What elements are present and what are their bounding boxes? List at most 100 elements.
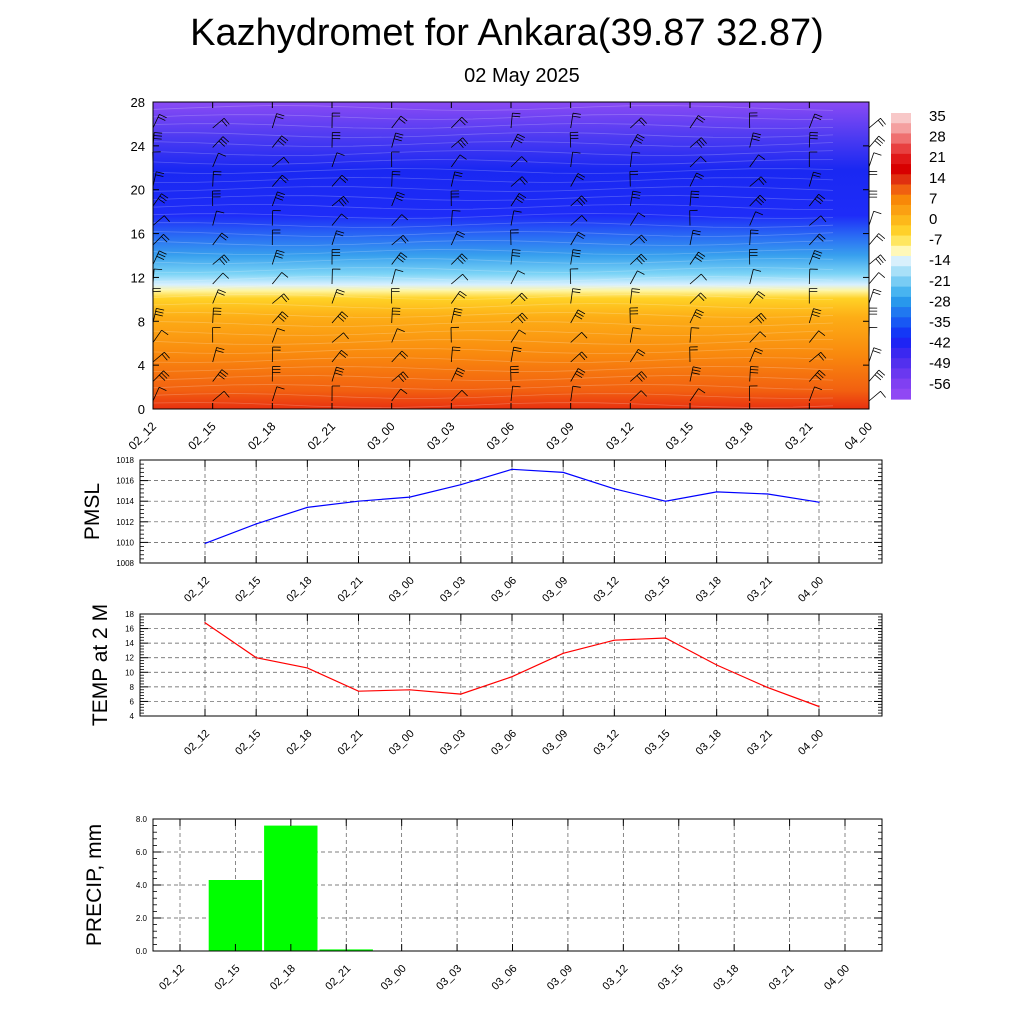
xtick-label: 03_15 bbox=[643, 575, 673, 605]
colorbar-swatch bbox=[891, 123, 911, 135]
panel-frame bbox=[139, 613, 883, 717]
chart-title: Kazhydromet for Ankara(39.87 32.87) bbox=[190, 12, 824, 54]
ytick-label: 1018 bbox=[116, 456, 134, 465]
heatmap-ytick-label: 28 bbox=[131, 95, 145, 110]
data-point bbox=[664, 500, 667, 502]
data-point bbox=[613, 488, 615, 490]
colorbar-label: 35 bbox=[929, 108, 946, 125]
xtick-label: 03_18 bbox=[694, 575, 724, 605]
colorbar-swatch bbox=[891, 337, 911, 349]
y-axis-label: PRECIP, mm bbox=[83, 824, 106, 946]
xtick-label: 03_00 bbox=[379, 963, 409, 993]
data-point bbox=[357, 500, 360, 502]
ytick-label: 1010 bbox=[116, 538, 134, 547]
data-point bbox=[818, 501, 820, 503]
colorbar-label: -42 bbox=[929, 335, 951, 352]
xtick-label: 03_15 bbox=[656, 963, 686, 993]
xtick-label: 03_00 bbox=[387, 728, 417, 758]
xtick-label: 02_15 bbox=[233, 728, 263, 758]
data-point bbox=[562, 471, 564, 473]
data-point bbox=[460, 693, 462, 695]
data-point bbox=[204, 622, 206, 624]
colorbar-swatch bbox=[891, 266, 911, 278]
colorbar-swatch bbox=[891, 347, 911, 359]
heatmap-ytick-label: 24 bbox=[131, 139, 145, 154]
xtick-label: 04_00 bbox=[822, 963, 852, 993]
data-point bbox=[767, 493, 769, 495]
xtick-label: 02_12 bbox=[157, 963, 187, 993]
data-point bbox=[255, 523, 257, 525]
colorbar-label: 28 bbox=[929, 129, 946, 146]
contour-lines bbox=[152, 105, 834, 408]
colorbar-swatch bbox=[891, 143, 911, 155]
heatmap-xtick-label: 02_15 bbox=[185, 419, 219, 453]
xtick-label: 03_06 bbox=[489, 728, 519, 758]
ytick-label: 1008 bbox=[116, 559, 134, 568]
xtick-label: 02_18 bbox=[268, 963, 298, 993]
y-axis-label: PMSL bbox=[81, 483, 104, 540]
xtick-label: 03_09 bbox=[545, 963, 575, 993]
colorbar-swatch bbox=[891, 235, 911, 247]
xtick-label: 04_00 bbox=[796, 728, 826, 758]
data-point bbox=[460, 484, 462, 486]
chart-subtitle: 02 May 2025 bbox=[464, 65, 580, 87]
heatmap-ytick-label: 0 bbox=[138, 402, 145, 417]
colorbar-label: 21 bbox=[929, 149, 946, 166]
heatmap-xtick-label: 04_00 bbox=[842, 419, 876, 453]
colorbar-label: -49 bbox=[929, 355, 951, 372]
colorbar-swatch bbox=[891, 153, 911, 165]
colorbar-swatch bbox=[891, 378, 911, 390]
heatmap-xtick-label: 02_18 bbox=[245, 419, 279, 453]
colorbar-label: -21 bbox=[929, 273, 951, 290]
colorbar-swatch bbox=[891, 164, 911, 175]
xtick-label: 03_12 bbox=[591, 728, 621, 758]
data-point bbox=[409, 689, 411, 691]
heatmap-xtick-label: 03_21 bbox=[782, 419, 816, 453]
xtick-label: 03_12 bbox=[600, 963, 630, 993]
heatmap-xtick-label: 03_15 bbox=[663, 419, 697, 453]
xtick-label: 02_18 bbox=[284, 728, 314, 758]
temperature-field bbox=[153, 102, 869, 409]
colorbar-swatch bbox=[891, 327, 911, 339]
panel-1 bbox=[139, 459, 883, 564]
colorbar-swatch bbox=[891, 225, 911, 237]
xtick-label: 03_21 bbox=[745, 575, 775, 605]
colorbar-label: 14 bbox=[929, 170, 946, 187]
colorbar-swatch bbox=[891, 245, 911, 257]
heatmap-xtick-label: 02_12 bbox=[126, 419, 160, 453]
colorbar-label: -56 bbox=[929, 376, 951, 393]
xtick-label: 02_21 bbox=[323, 963, 353, 993]
ytick-label: 12 bbox=[125, 654, 134, 663]
xtick-label: 02_21 bbox=[336, 728, 366, 758]
panel-frame bbox=[139, 459, 883, 564]
ytick-label: 4 bbox=[130, 712, 135, 721]
colorbar-swatch bbox=[891, 256, 911, 267]
colorbar-swatch bbox=[891, 215, 911, 226]
xtick-label: 03_06 bbox=[489, 575, 519, 605]
xtick-label: 03_03 bbox=[438, 728, 468, 758]
ytick-label: 6.0 bbox=[136, 848, 148, 857]
xtick-label: 02_12 bbox=[182, 575, 212, 605]
xtick-label: 03_12 bbox=[591, 575, 621, 605]
wind-barbs bbox=[152, 112, 886, 402]
colorbar-label: -35 bbox=[929, 314, 951, 331]
ytick-label: 1012 bbox=[116, 518, 134, 527]
ytick-label: 2.0 bbox=[136, 914, 148, 923]
ytick-label: 18 bbox=[125, 610, 134, 619]
bar bbox=[264, 825, 318, 951]
ytick-label: 4.0 bbox=[136, 881, 148, 890]
xtick-label: 03_18 bbox=[694, 728, 724, 758]
heatmap-ytick-label: 8 bbox=[138, 314, 145, 329]
colorbar-swatch bbox=[891, 296, 911, 308]
data-point bbox=[767, 687, 769, 689]
colorbar-swatch bbox=[891, 133, 911, 145]
colorbar-swatch bbox=[891, 194, 911, 206]
ytick-label: 1014 bbox=[116, 497, 134, 506]
xtick-label: 03_18 bbox=[711, 963, 741, 993]
xtick-label: 03_09 bbox=[540, 728, 570, 758]
colorbar-swatch bbox=[891, 388, 911, 400]
xtick-label: 03_09 bbox=[540, 575, 570, 605]
colorbar-swatch bbox=[891, 204, 911, 216]
colorbar-label: -7 bbox=[929, 232, 942, 249]
